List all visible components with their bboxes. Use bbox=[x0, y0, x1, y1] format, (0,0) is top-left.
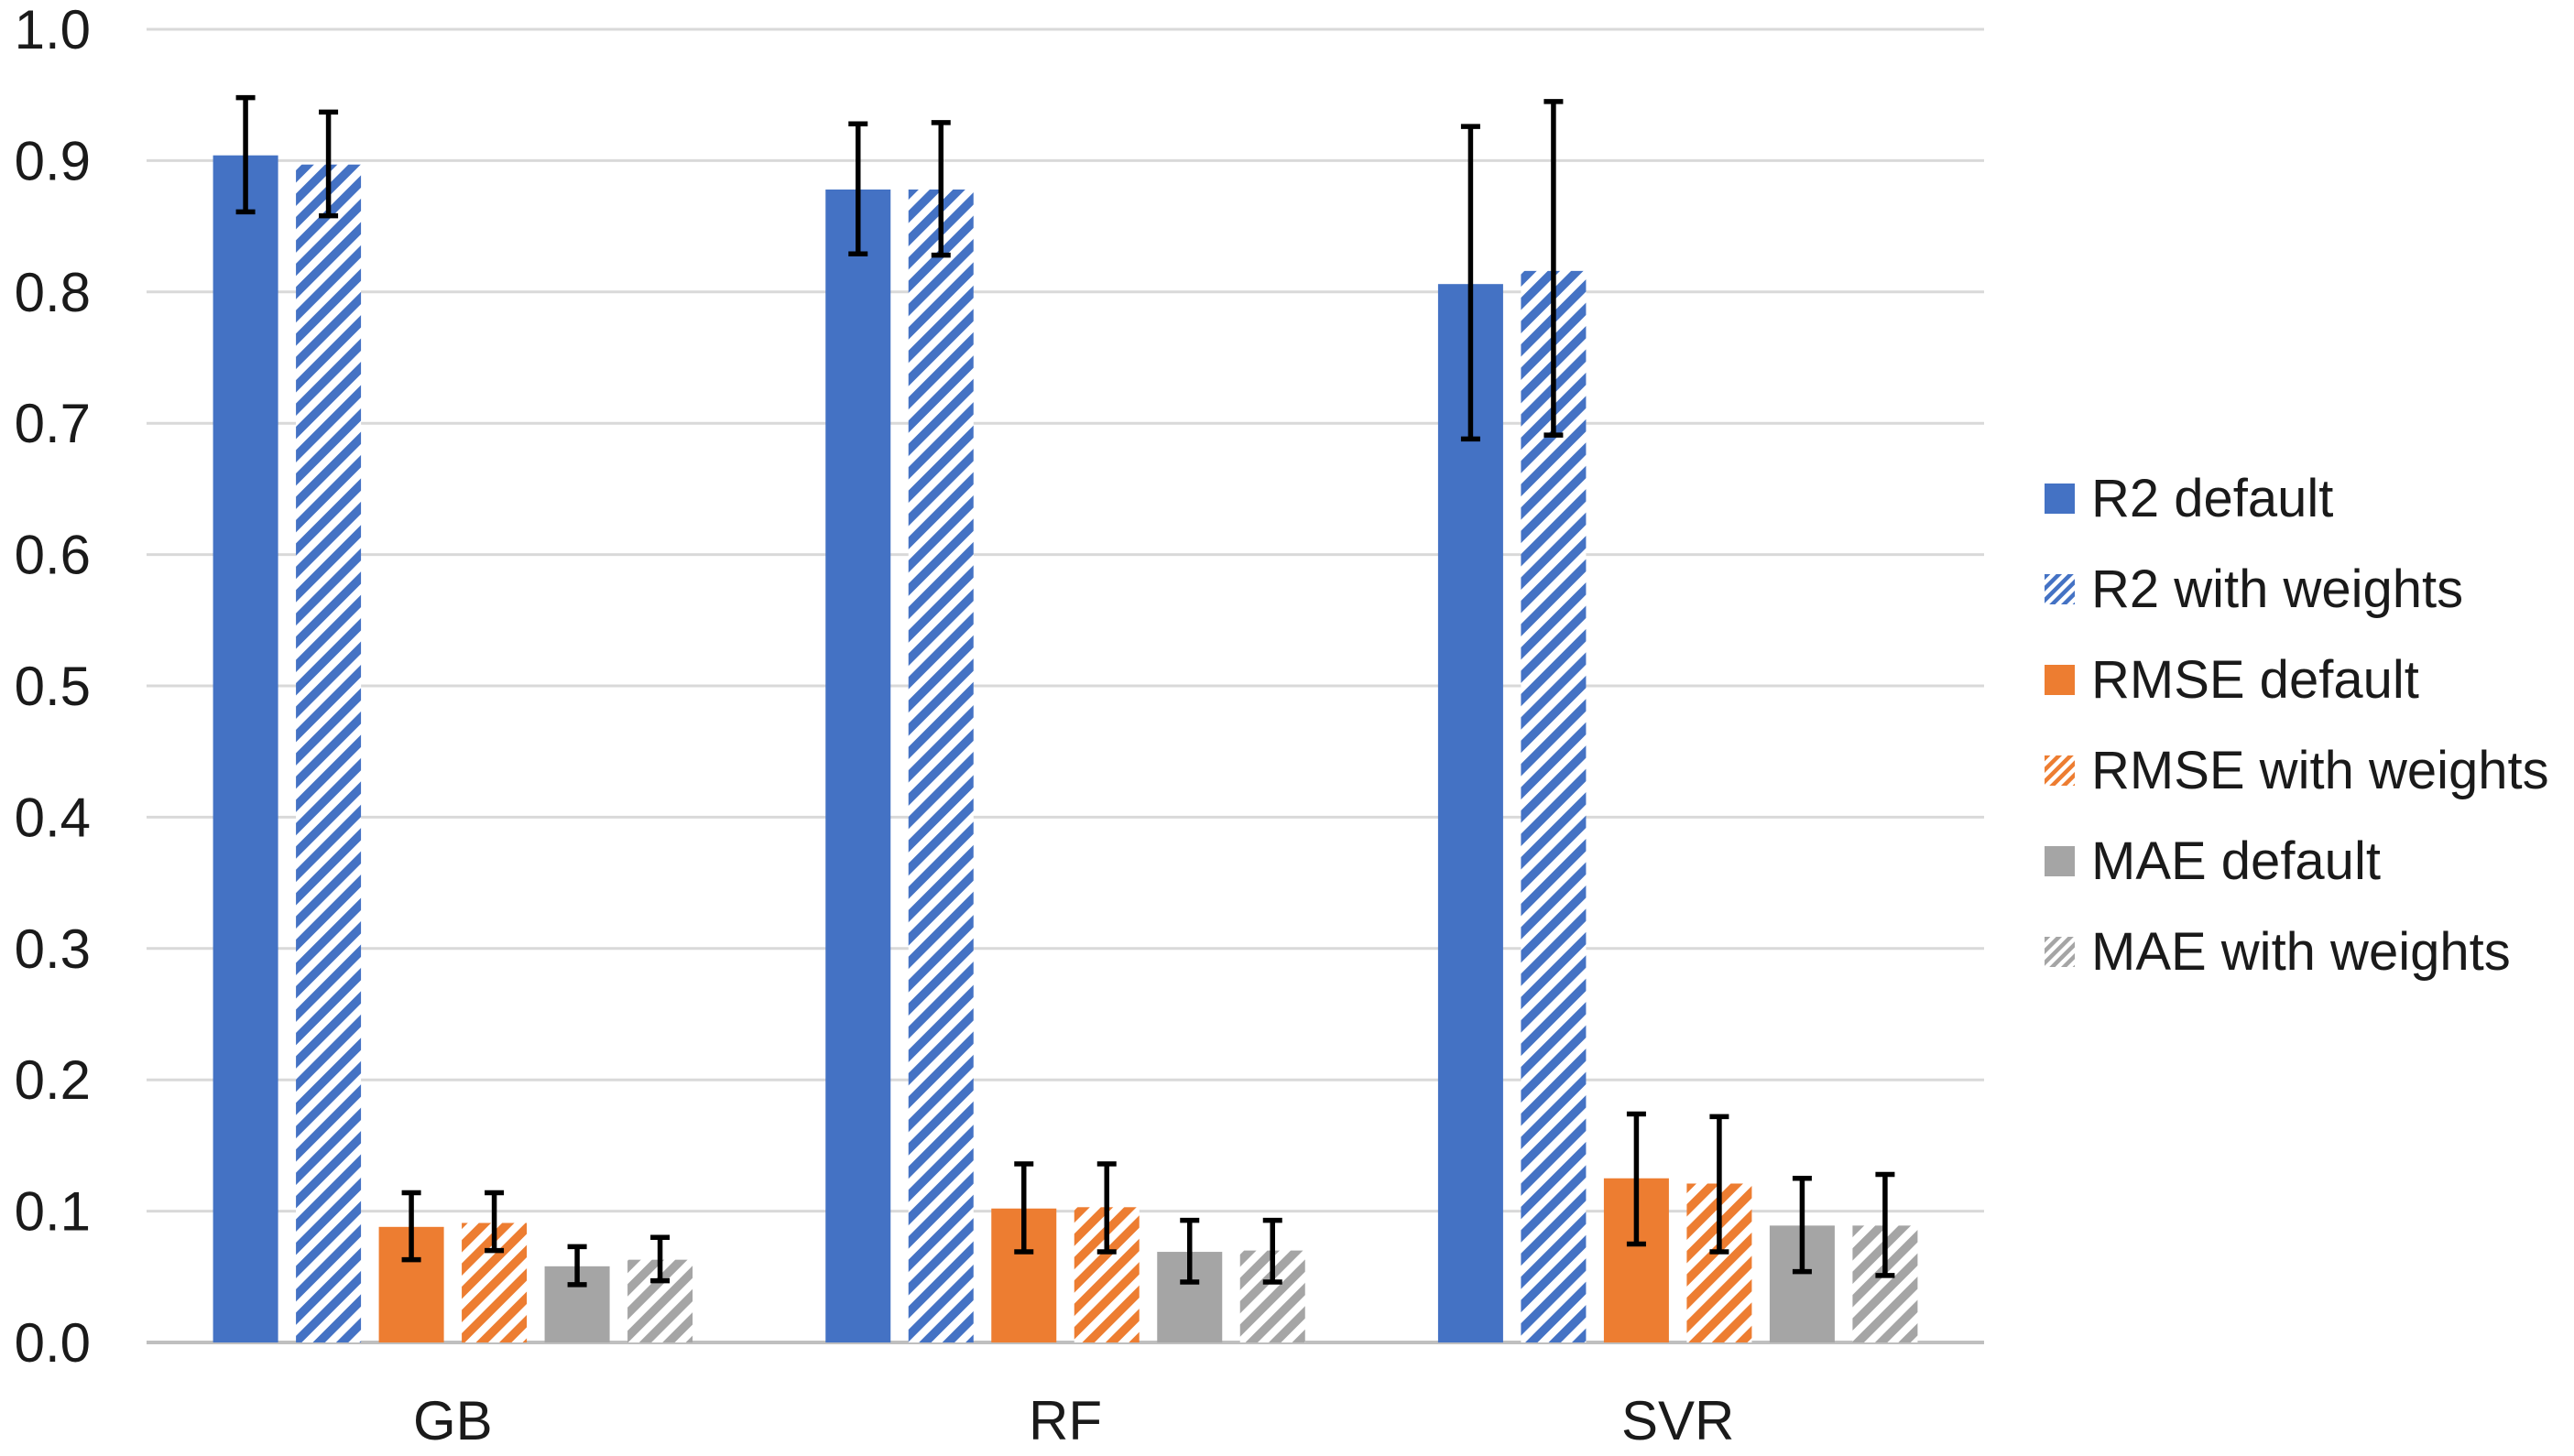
bar-svr-r2-default bbox=[1437, 284, 1503, 1342]
error-bar-rf-r2-default bbox=[848, 121, 868, 256]
legend-swatch-mae-default bbox=[2045, 846, 2075, 876]
legend-item-mae-default: MAE default bbox=[2045, 816, 2549, 907]
legend-item-rmse-default: RMSE default bbox=[2045, 635, 2549, 725]
bar-rf-r2-default bbox=[825, 189, 891, 1342]
legend-swatch-mae-with-weights bbox=[2045, 937, 2075, 967]
error-bar-svr-r2-with-weights bbox=[1543, 99, 1564, 438]
legend-label: MAE default bbox=[2091, 831, 2381, 891]
legend-swatch-r2-with-weights bbox=[2045, 574, 2075, 604]
y-tick-label: 0.3 bbox=[15, 918, 91, 980]
error-bar-rf-mae-with-weights bbox=[1262, 1217, 1282, 1285]
legend-item-r2-with-weights: R2 with weights bbox=[2045, 544, 2549, 635]
x-axis-label: RF bbox=[1029, 1390, 1102, 1451]
legend-item-rmse-with-weights: RMSE with weights bbox=[2045, 725, 2549, 816]
legend-label: MAE with weights bbox=[2091, 921, 2511, 982]
error-bar-gb-mae-with-weights bbox=[650, 1234, 671, 1284]
legend-swatch-r2-default bbox=[2045, 484, 2075, 514]
error-bar-rf-r2-with-weights bbox=[931, 120, 951, 258]
y-tick-label: 0.0 bbox=[15, 1312, 91, 1374]
legend-swatch-rmse-default bbox=[2045, 665, 2075, 695]
y-tick-label: 0.2 bbox=[15, 1049, 91, 1111]
y-tick-label: 0.9 bbox=[15, 130, 91, 191]
legend-swatch-rmse-with-weights bbox=[2045, 755, 2075, 786]
legend-item-r2-default: R2 default bbox=[2045, 453, 2549, 544]
error-bar-svr-rmse-default bbox=[1626, 1111, 1646, 1247]
bar-gb-r2-default bbox=[213, 155, 278, 1342]
error-bar-rf-rmse-with-weights bbox=[1096, 1161, 1117, 1255]
x-axis-label: SVR bbox=[1621, 1390, 1734, 1451]
error-bar-svr-mae-with-weights bbox=[1875, 1171, 1895, 1278]
error-bar-rf-mae-default bbox=[1180, 1217, 1200, 1285]
y-tick-label: 0.1 bbox=[15, 1181, 91, 1243]
y-tick-label: 0.4 bbox=[15, 787, 91, 848]
error-bar-gb-rmse-default bbox=[401, 1190, 421, 1263]
error-bar-rf-rmse-default bbox=[1014, 1161, 1034, 1255]
error-bar-gb-rmse-with-weights bbox=[485, 1190, 505, 1254]
error-bar-gb-r2-with-weights bbox=[319, 109, 339, 219]
y-tick-label: 0.7 bbox=[15, 393, 91, 454]
legend: R2 default R2 with weights RMSE default RMS… bbox=[2045, 453, 2549, 997]
legend-label: RMSE with weights bbox=[2091, 740, 2549, 800]
y-tick-label: 1.0 bbox=[15, 0, 91, 60]
x-axis-label: GB bbox=[413, 1390, 493, 1451]
y-tick-label: 0.6 bbox=[15, 525, 91, 586]
y-tick-label: 0.8 bbox=[15, 262, 91, 323]
error-bar-svr-r2-default bbox=[1460, 124, 1480, 442]
error-bar-svr-rmse-with-weights bbox=[1709, 1114, 1729, 1255]
legend-label: RMSE default bbox=[2091, 649, 2419, 710]
y-tick-label: 0.5 bbox=[15, 656, 91, 717]
error-bar-gb-r2-default bbox=[235, 94, 256, 215]
error-bar-svr-mae-default bbox=[1792, 1176, 1812, 1275]
legend-item-mae-with-weights: MAE with weights bbox=[2045, 907, 2549, 997]
error-bar-gb-mae-default bbox=[567, 1244, 587, 1288]
legend-label: R2 with weights bbox=[2091, 559, 2464, 619]
legend-label: R2 default bbox=[2091, 468, 2334, 528]
bar-gb-r2-with-weights bbox=[296, 164, 362, 1342]
bar-rf-r2-with-weights bbox=[908, 189, 974, 1342]
bar-svr-r2-with-weights bbox=[1521, 270, 1587, 1343]
